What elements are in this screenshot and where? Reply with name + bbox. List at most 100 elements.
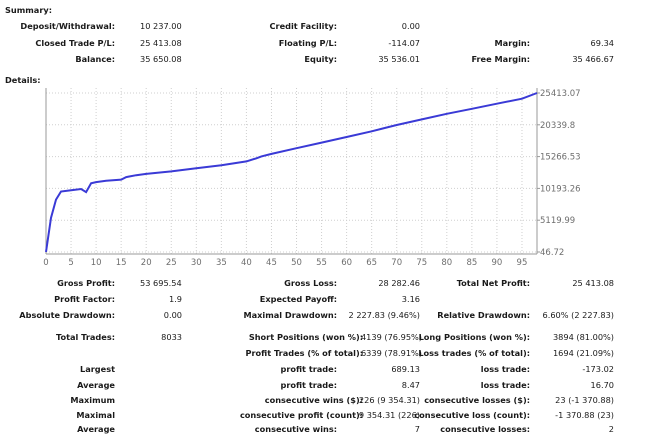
max-consecutive-losses-value: 23 (-1 370.88)	[555, 395, 614, 405]
gross-loss-label: Gross Loss:	[284, 278, 337, 288]
closed-trade-pl-value: 25 413.08	[140, 38, 182, 48]
largest-loss-trade-label: loss trade:	[480, 364, 530, 374]
y-tick-label: 46.72	[540, 248, 564, 258]
x-tick-label: 60	[341, 258, 352, 268]
x-tick-label: 40	[241, 258, 252, 268]
total-net-profit-value: 25 413.08	[572, 278, 614, 288]
row-average-consecutive-label: Average	[77, 424, 115, 434]
free-margin-value: 35 466.67	[572, 54, 614, 64]
y-tick-label: 25413.07	[540, 89, 581, 99]
max-consecutive-losses-label: consecutive losses ($):	[424, 395, 530, 405]
x-tick-label: 85	[466, 258, 477, 268]
row-average-label: Average	[77, 380, 115, 390]
credit-facility-value: 0.00	[401, 21, 420, 31]
largest-profit-trade-label: profit trade:	[280, 364, 337, 374]
gross-loss-value: 28 282.46	[378, 278, 420, 288]
average-loss-trade-label: loss trade:	[480, 380, 530, 390]
average-consecutive-losses-value: 2	[608, 424, 614, 434]
y-tick-label: 15266.53	[540, 153, 581, 163]
x-tick-label: 10	[91, 258, 102, 268]
total-trades-label: Total Trades:	[55, 332, 115, 342]
long-positions-label: Long Positions (won %):	[418, 332, 530, 342]
profit-factor-label: Profit Factor:	[54, 294, 115, 304]
x-tick-label: 30	[191, 258, 202, 268]
loss-trades-value: 1694 (21.09%)	[552, 348, 614, 358]
deposit-withdrawal-value: 10 237.00	[140, 21, 182, 31]
largest-loss-trade-value: -173.02	[582, 364, 614, 374]
y-tick-label: 20339.8	[540, 121, 575, 131]
x-tick-label: 50	[291, 258, 302, 268]
balance-value: 35 650.08	[140, 54, 182, 64]
floating-pl-label: Floating P/L:	[278, 38, 337, 48]
row-largest-label: Largest	[80, 364, 115, 374]
balance-label: Balance:	[75, 54, 115, 64]
gross-profit-label: Gross Profit:	[57, 278, 115, 288]
equity-chart: 25413.07 20339.8 15266.53 10193.26 5119.99 46…	[43, 88, 581, 268]
closed-trade-pl-label: Closed Trade P/L:	[35, 38, 115, 48]
floating-pl-value: -114.07	[388, 38, 420, 48]
free-margin-label: Free Margin:	[471, 54, 530, 64]
short-positions-value: 4139 (76.95%)	[360, 332, 422, 342]
maximal-consecutive-loss-label: consecutive loss (count):	[414, 410, 530, 420]
series-line	[45, 92, 538, 253]
x-tick-label: 55	[316, 258, 327, 268]
row-maximum-label: Maximum	[70, 395, 115, 405]
relative-drawdown-label: Relative Drawdown:	[437, 310, 530, 320]
row-maximal-label: Maximal	[76, 410, 115, 420]
total-trades-value: 8033	[161, 332, 182, 342]
x-tick-label: 90	[492, 258, 503, 268]
absolute-drawdown-value: 0.00	[163, 310, 182, 320]
maximal-drawdown-label: Maximal Drawdown:	[243, 310, 337, 320]
maximal-consecutive-profit-label: consecutive profit (count):	[239, 410, 363, 420]
average-consecutive-losses-label: consecutive losses:	[440, 424, 530, 434]
margin-value: 69.34	[590, 38, 614, 48]
loss-trades-label: Loss trades (% of total):	[418, 348, 530, 358]
average-loss-trade-value: 16.70	[590, 380, 614, 390]
y-tick-label: 5119.99	[540, 216, 575, 226]
x-tick-label: 0	[43, 258, 48, 268]
equity-label: Equity:	[304, 54, 337, 64]
deposit-withdrawal-label: Deposit/Withdrawal:	[20, 21, 115, 31]
x-tick-label: 95	[517, 258, 528, 268]
relative-drawdown-value: 6.60% (2 227.83)	[542, 310, 614, 320]
equity-value: 35 536.01	[378, 54, 420, 64]
profit-trades-label: Profit Trades (% of total):	[245, 348, 363, 358]
absolute-drawdown-label: Absolute Drawdown:	[19, 310, 115, 320]
long-positions-value: 3894 (81.00%)	[552, 332, 614, 342]
largest-profit-trade-value: 689.13	[391, 364, 420, 374]
x-tick-label: 75	[416, 258, 427, 268]
expected-payoff-value: 3.16	[401, 294, 420, 304]
average-profit-trade-value: 8.47	[401, 380, 420, 390]
x-tick-label: 80	[441, 258, 452, 268]
average-consecutive-wins-value: 7	[414, 424, 420, 434]
maximal-consecutive-loss-value: -1 370.88 (23)	[555, 410, 614, 420]
total-net-profit-label: Total Net Profit:	[456, 278, 530, 288]
summary-title: Summary:	[5, 5, 52, 15]
max-consecutive-wins-label: consecutive wins ($):	[264, 395, 363, 405]
x-tick-label: 35	[216, 258, 227, 268]
x-tick-label: 65	[366, 258, 377, 268]
y-axis-ticks: 25413.07 20339.8 15266.53 10193.26 5119.99 46…	[537, 89, 581, 258]
x-tick-label: 5	[68, 258, 73, 268]
max-consecutive-wins-value: 226 (9 354.31)	[358, 395, 420, 405]
average-profit-trade-label: profit trade:	[280, 380, 337, 390]
x-axis-ticks: 0 5 10 15 20 25 30 35 40 45 50 55 60 65 70 75 80 85 90 95	[43, 258, 527, 268]
credit-facility-label: Credit Facility:	[269, 21, 337, 31]
x-tick-label: 70	[391, 258, 402, 268]
profit-factor-value: 1.9	[168, 294, 182, 304]
x-tick-label: 15	[116, 258, 127, 268]
margin-label: Margin:	[494, 38, 530, 48]
y-tick-label: 10193.26	[540, 184, 581, 194]
average-consecutive-wins-label: consecutive wins:	[254, 424, 337, 434]
profit-trades-value: 6339 (78.91%)	[360, 348, 422, 358]
details-title: Details:	[5, 75, 41, 85]
maximal-consecutive-profit-value: 9 354.31 (226)	[358, 410, 420, 420]
short-positions-label: Short Positions (won %):	[248, 332, 363, 342]
x-tick-label: 25	[166, 258, 177, 268]
chart-grid	[45, 88, 537, 254]
x-tick-label: 45	[266, 258, 277, 268]
maximal-drawdown-value: 2 227.83 (9.46%)	[348, 310, 420, 320]
gross-profit-value: 53 695.54	[140, 278, 182, 288]
expected-payoff-label: Expected Payoff:	[259, 294, 337, 304]
x-tick-label: 20	[141, 258, 152, 268]
